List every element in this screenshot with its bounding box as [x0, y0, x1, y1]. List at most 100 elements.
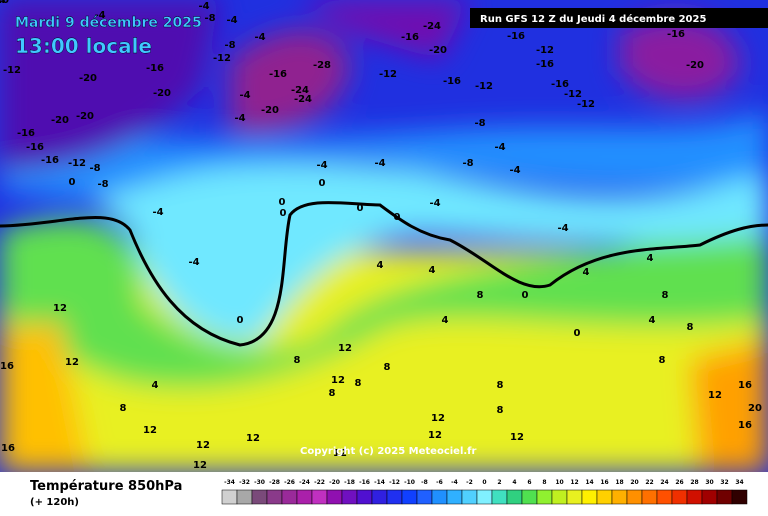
contour-label: -8 — [204, 13, 215, 24]
contour-label: 4 — [647, 253, 654, 264]
contour-label: 16 — [738, 420, 752, 431]
colorbar-swatch — [536, 489, 553, 505]
colorbar-tick-label: -28 — [269, 479, 280, 486]
colorbar-swatch — [296, 489, 313, 505]
contour-label: 0 — [522, 290, 529, 301]
contour-label: -4 — [494, 142, 505, 153]
colorbar-tick-label: 22 — [645, 479, 653, 486]
contour-label: -20 — [76, 111, 94, 122]
colorbar-swatch — [266, 489, 283, 505]
colorbar-swatch — [671, 489, 688, 505]
colorbar-swatch — [356, 489, 373, 505]
contour-label: -12 — [379, 69, 397, 80]
contour-label: 12 — [510, 432, 524, 443]
colorbar-swatch — [446, 489, 463, 505]
contour-label: 16 — [738, 380, 752, 391]
colorbar-swatch — [221, 489, 238, 505]
contour-label: -16 — [269, 69, 287, 80]
colorbar-swatch — [731, 489, 748, 505]
contour-label: -4 — [188, 257, 199, 268]
contour-label: -20 — [686, 60, 704, 71]
footer-lead: (+ 120h) — [30, 497, 79, 508]
colorbar-tick-label: 20 — [630, 479, 638, 486]
contour-label: -16 — [146, 63, 164, 74]
map-background — [0, 0, 768, 472]
colorbar-swatch — [416, 489, 433, 505]
contour-label: 12 — [331, 375, 345, 386]
contour-label: -12 — [536, 45, 554, 56]
colorbar-tick-label: -10 — [404, 479, 415, 486]
contour-label: 12 — [333, 448, 347, 459]
contour-label: 12 — [338, 343, 352, 354]
contour-label: -16 — [507, 31, 525, 42]
colorbar-tick-label: -24 — [299, 479, 310, 486]
colorbar-tick-label: 0 — [482, 479, 486, 486]
contour-label: 4 — [583, 267, 590, 278]
contour-label: 12 — [246, 433, 260, 444]
contour-label: -16 — [443, 76, 461, 87]
colorbar-tick-label: 32 — [720, 479, 728, 486]
contour-label: -4 — [316, 160, 327, 171]
contour-label: -16 — [536, 59, 554, 70]
colorbar-swatch — [281, 489, 298, 505]
contour-label: 12 — [196, 440, 210, 451]
colorbar-swatch — [521, 489, 538, 505]
colorbar-tick-label: -14 — [374, 479, 385, 486]
contour-label: 16 — [1, 443, 15, 454]
contour-label: 4 — [649, 315, 656, 326]
run-box — [470, 8, 768, 28]
contour-label: 12 — [431, 413, 445, 424]
contour-label: 8 — [687, 322, 694, 333]
colorbar-tick-label: -32 — [239, 479, 250, 486]
colorbar-tick-label: 28 — [690, 479, 698, 486]
colorbar-swatch — [716, 489, 733, 505]
contour-label: -4 — [509, 165, 520, 176]
contour-label: -16 — [41, 155, 59, 166]
contour-label: 8 — [477, 290, 484, 301]
colorbar-tick-label: -18 — [344, 479, 355, 486]
colorbar-tick-label: 26 — [675, 479, 683, 486]
colorbar-tick-label: 14 — [585, 479, 593, 486]
colorbar-swatch — [581, 489, 598, 505]
colorbar-tick-label: -12 — [389, 479, 400, 486]
colorbar-tick-label: 24 — [660, 479, 668, 486]
contour-label: -4 — [234, 113, 245, 124]
colorbar-tick-label: -6 — [436, 479, 443, 486]
contour-label: 20 — [748, 403, 762, 414]
colorbar-tick-label: 18 — [615, 479, 623, 486]
contour-label: 8 — [497, 380, 504, 391]
contour-label: 4 — [377, 260, 384, 271]
colorbar-swatch — [611, 489, 628, 505]
contour-label: -16 — [551, 79, 569, 90]
colorbar-swatch — [476, 489, 493, 505]
colorbar-tick-label: -26 — [284, 479, 295, 486]
time: 13:00 locale — [15, 34, 152, 58]
contour-label: -12 — [3, 65, 21, 76]
colorbar-tick-label: 2 — [497, 479, 501, 486]
colorbar-swatch — [686, 489, 703, 505]
contour-label: 4 — [429, 265, 436, 276]
colorbar-swatch — [386, 489, 403, 505]
contour-label: 8 — [662, 290, 669, 301]
colorbar-tick-label: 8 — [542, 479, 546, 486]
contour-label: 0 — [69, 177, 76, 188]
contour-label: -4 — [254, 32, 265, 43]
contour-label: -24 — [291, 85, 309, 96]
colorbar-tick-label: -20 — [329, 479, 340, 486]
contour-label: 0 — [394, 212, 401, 223]
colorbar-tick-label: -34 — [224, 479, 235, 486]
colorbar-tick-label: -22 — [314, 479, 325, 486]
contour-label: 4 — [442, 315, 449, 326]
contour-label: 0 — [280, 208, 287, 219]
contour-label: -8 — [89, 163, 100, 174]
colorbar-swatch — [311, 489, 328, 505]
colorbar-swatch — [326, 489, 343, 505]
contour-label: 0 — [574, 328, 581, 339]
colorbar-tick-label: 10 — [555, 479, 563, 486]
contour-label: -8 — [474, 118, 485, 129]
contour-label: -8 — [97, 179, 108, 190]
colorbar-swatch — [626, 489, 643, 505]
contour-label: 8 — [384, 362, 391, 373]
contour-label: -20 — [0, 0, 9, 6]
